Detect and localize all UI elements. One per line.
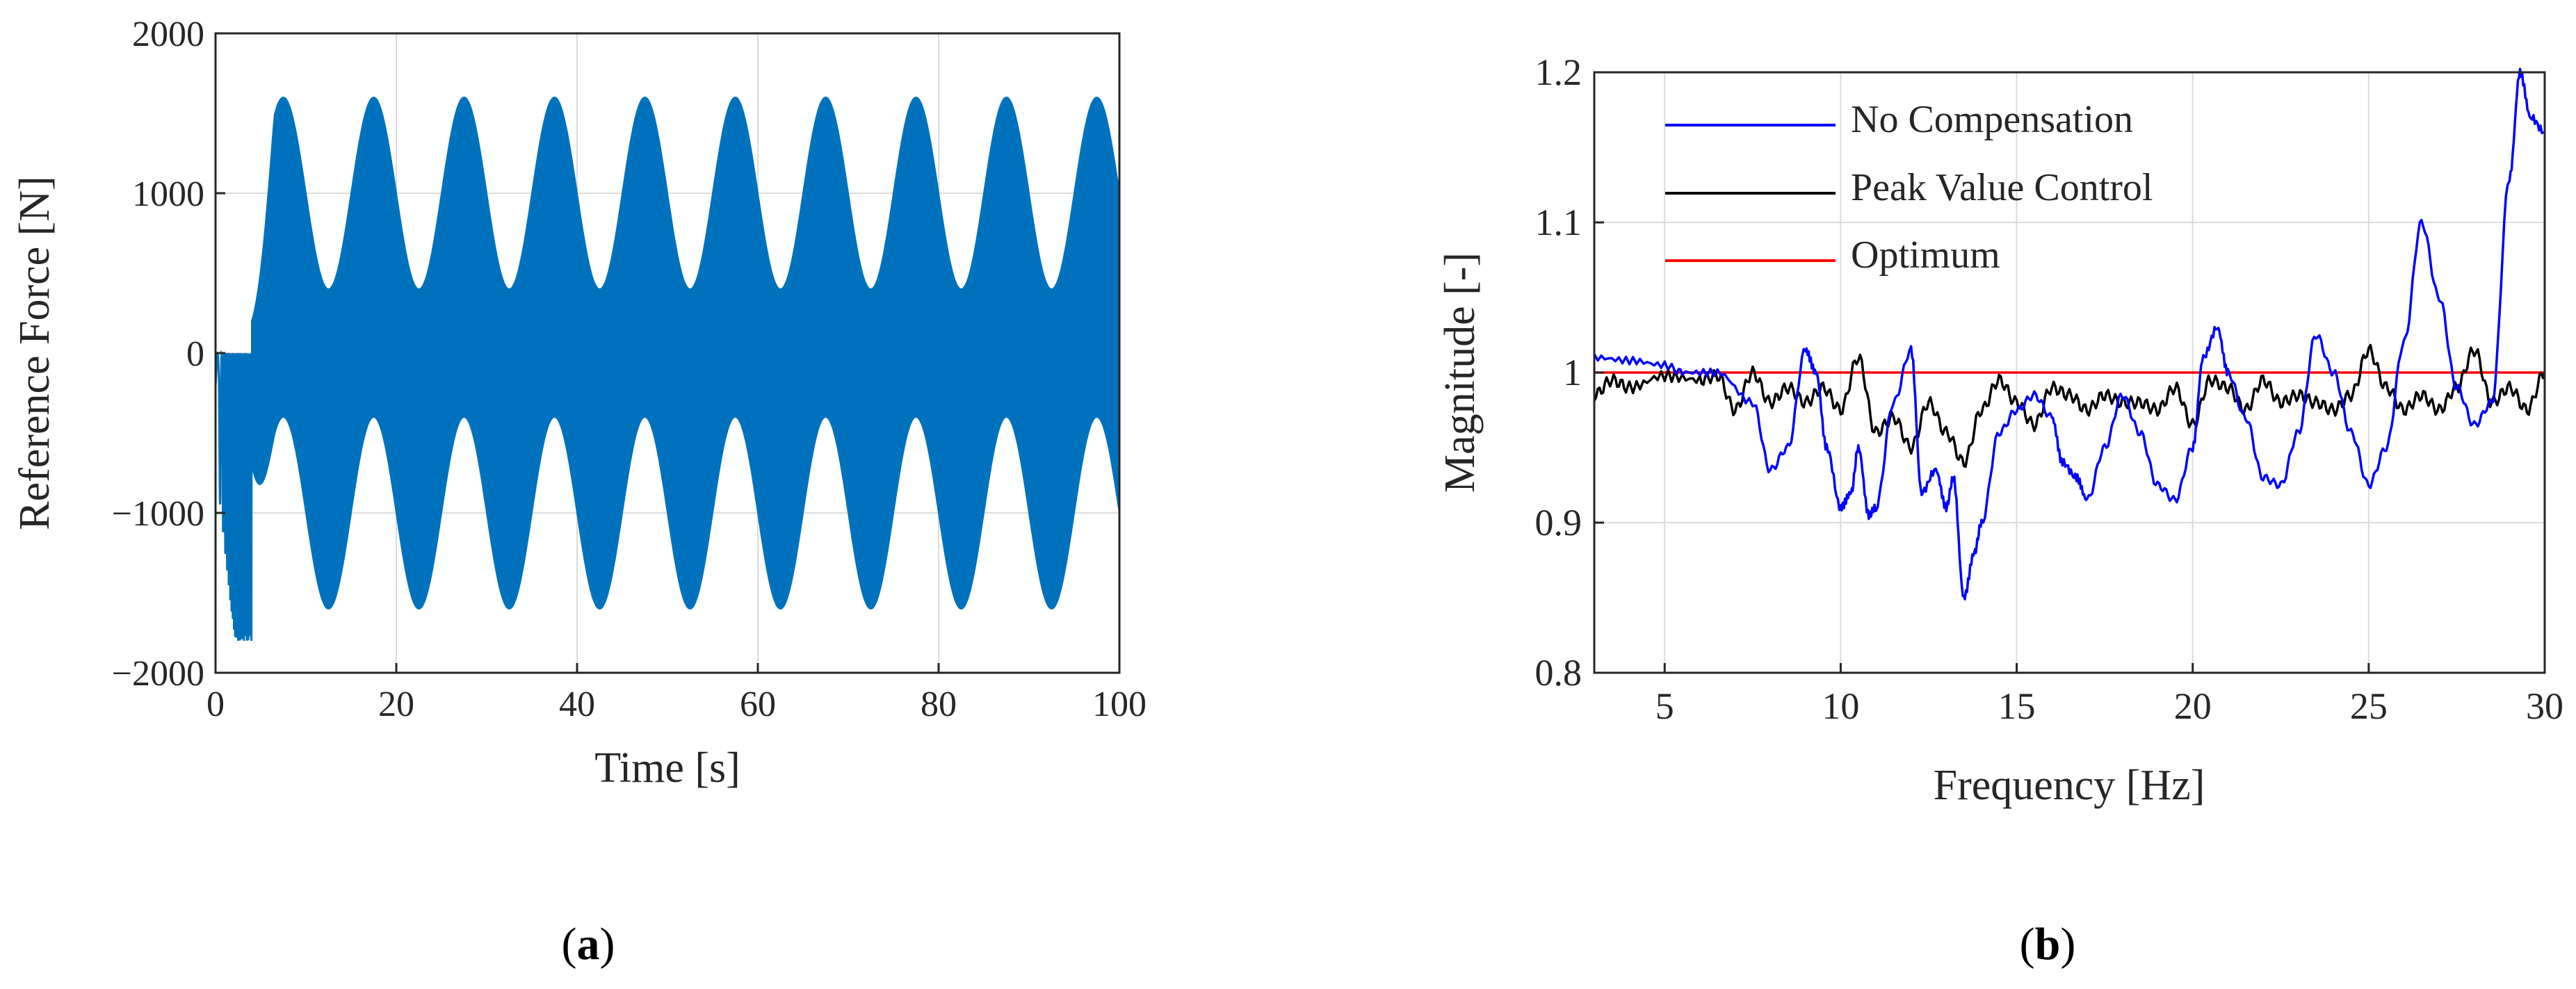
ticks-a: 0 20 40 60 80 100 2000 1000 0 −1000 −2000 [112,15,1147,724]
caption-b-letter: b [2035,919,2061,970]
x-tick-label-b: 15 [1998,685,2036,727]
x-tick-label-a: 20 [378,685,414,724]
series-line-peak-value-control [1593,343,2546,468]
series-line-no-compensation [1593,67,2545,600]
caption-a-close: ) [600,919,615,970]
ticks-b: 5 10 15 20 25 30 1.2 1.1 1 0.9 0.8 [1535,51,2564,727]
x-tick-label-a: 60 [740,685,776,724]
caption-b-close: ) [2060,919,2075,970]
x-tick-label-b: 5 [1655,685,1674,727]
x-tick-label-a: 0 [206,685,225,724]
reference-force-startup [214,350,253,641]
x-tick-label-b: 30 [2526,685,2563,727]
legend-label-no-compensation: No Compensation [1851,98,2133,141]
caption-b: (b) [2020,919,2076,970]
series-group-b [1593,67,2546,600]
chart-panel-b: 5 10 15 20 25 30 1.2 1.1 1 0.9 0.8 No Compensation… [1436,51,2563,809]
legend: No Compensation Peak Value Control Optim… [1665,98,2153,277]
y-tick-label-b: 0.8 [1535,652,1582,694]
caption-a-open: ( [562,919,577,970]
caption-b-open: ( [2020,919,2035,970]
y-tick-label-a: 1000 [132,174,204,214]
caption-a: (a) [562,919,615,970]
y-tick-label-a: 0 [186,334,204,374]
y-axis-title-a: Reference Force [N] [11,176,58,530]
x-axis-title-b: Frequency [Hz] [1934,762,2205,809]
y-tick-label-b: 1 [1563,352,1582,393]
y-tick-label-b: 1.2 [1535,51,1582,93]
x-tick-label-b: 25 [2350,685,2388,727]
x-tick-label-a: 40 [559,685,595,724]
x-tick-label-a: 80 [921,685,957,724]
y-tick-label-a: −2000 [112,654,204,694]
y-axis-title-b: Magnitude [-] [1436,252,1484,493]
caption-a-letter: a [577,919,600,970]
x-tick-label-a: 100 [1092,685,1147,724]
y-tick-label-a: −1000 [112,494,204,534]
x-tick-label-b: 10 [1822,685,1859,727]
y-tick-label-a: 2000 [132,15,204,54]
x-axis-title-a: Time [s] [594,744,740,792]
y-tick-label-b: 0.9 [1535,502,1582,543]
legend-label-peak-value-control: Peak Value Control [1851,166,2153,209]
legend-label-optimum: Optimum [1851,234,2000,277]
y-tick-label-b: 1.1 [1535,202,1582,243]
chart-panel-a: 0 20 40 60 80 100 2000 1000 0 −1000 −2000 Time [s]… [11,15,1147,792]
x-tick-label-b: 20 [2174,685,2212,727]
